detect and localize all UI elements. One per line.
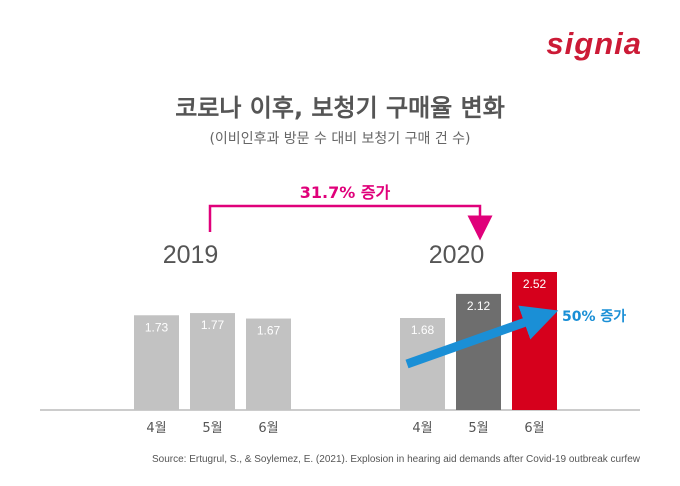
x-tick-label-2020-2: 5월	[468, 421, 488, 436]
data-label-2019-2: 1.77	[201, 318, 225, 332]
signia-logo: signia	[546, 26, 642, 61]
x-tick-label-2019-3: 6월	[258, 421, 278, 436]
x-tick-label-2020-3: 6월	[524, 421, 544, 436]
x-tick-label-2020-1: 4월	[412, 421, 432, 436]
data-label-2020-1: 1.68	[411, 323, 435, 337]
trend-arrow	[405, 305, 559, 369]
year-change-arrow	[208, 204, 493, 241]
x-tick-label-2019-2: 5월	[202, 421, 222, 436]
chart-subtitle: (이비인후과 방문 수 대비 보청기 구매 건 수)	[209, 131, 471, 147]
bar-2019-2	[190, 313, 235, 410]
bar-2020-2	[456, 293, 501, 410]
trend-label: 50% 증가	[562, 309, 626, 325]
source-citation: Source: Ertugrul, S., & Soylemez, E. (20…	[151, 454, 640, 465]
bar-2020-3	[512, 272, 557, 410]
year-label-2019: 2019	[163, 241, 219, 269]
bar-2019-3	[246, 318, 291, 410]
data-label-2020-2: 2.12	[467, 299, 491, 313]
chart-title: 코로나 이후, 보청기 구매율 변화	[175, 94, 505, 122]
bar-2019-1	[134, 315, 179, 410]
year-label-2020: 2020	[429, 241, 485, 269]
year-change-label: 31.7% 증가	[300, 183, 391, 202]
data-label-2019-1: 1.73	[145, 320, 169, 334]
data-label-2019-3: 1.67	[257, 324, 281, 338]
x-tick-label-2019-1: 4월	[146, 421, 166, 436]
data-label-2020-3: 2.52	[523, 277, 547, 291]
